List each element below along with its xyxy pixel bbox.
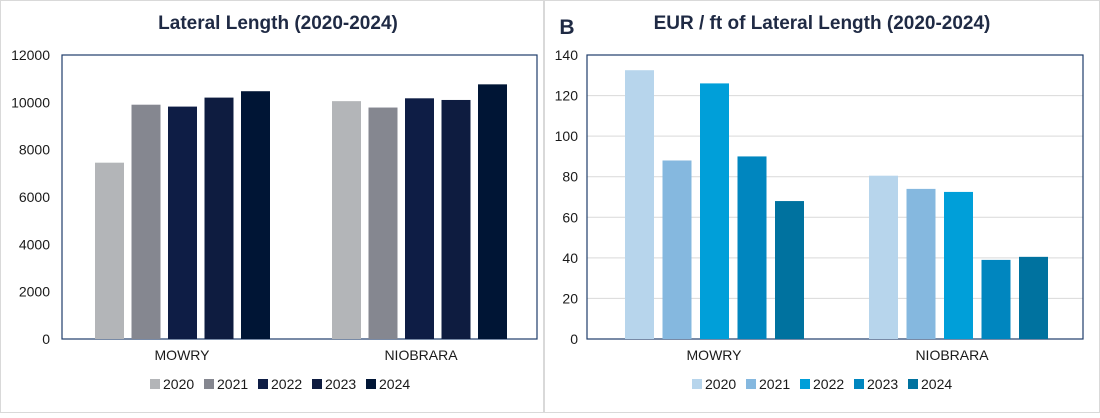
panel-b-legend-label-2024: 2024 bbox=[921, 376, 952, 392]
panel-b-ytick-label-0: 0 bbox=[570, 331, 578, 347]
panel-a-legend-label-2022: 2022 bbox=[271, 376, 302, 392]
panel-b-bar-mowry-2021 bbox=[662, 160, 692, 339]
panel-b-bar-mowry-2024 bbox=[775, 201, 804, 339]
panel-b-bar-mowry-2023 bbox=[737, 156, 767, 339]
panel-b-bar-niobrara-2021 bbox=[906, 188, 936, 339]
panel-a-legend-label-2023: 2023 bbox=[325, 376, 356, 392]
panel-a-bar-niobrara-2020 bbox=[332, 101, 361, 340]
panel-a-bar-niobrara-2023 bbox=[441, 99, 471, 339]
panel-b-ytick-label-1: 20 bbox=[562, 290, 578, 306]
panel-b-category-label-0: MOWRY bbox=[687, 347, 743, 363]
panel-b-bar-niobrara-2024 bbox=[1019, 256, 1048, 339]
panel-b-label: B bbox=[559, 16, 574, 39]
panel-a-ytick-label-2: 4000 bbox=[19, 236, 50, 252]
panel-a-bar-mowry-2021 bbox=[131, 104, 161, 339]
panel-b-legend-label-2021: 2021 bbox=[759, 376, 790, 392]
panel-a-ytick-label-0: 0 bbox=[42, 331, 50, 347]
panel-a-legend-swatch-2020 bbox=[150, 379, 160, 389]
panel-b-legend-label-2020: 2020 bbox=[705, 376, 736, 392]
panel-a-legend-swatch-2024 bbox=[366, 379, 376, 389]
panel-b-legend-label-2023: 2023 bbox=[867, 376, 898, 392]
panel-a-legend-label-2024: 2024 bbox=[379, 376, 410, 392]
panel-a-legend-swatch-2021 bbox=[204, 379, 214, 389]
panel-b-ytick-label-2: 40 bbox=[562, 250, 578, 266]
panel-b-plot-area bbox=[586, 54, 1084, 340]
panel-a-category-label-1: NIOBRARA bbox=[384, 347, 458, 363]
panel-a-legend-label-2021: 2021 bbox=[217, 376, 248, 392]
panel-a-bar-niobrara-2022 bbox=[405, 98, 434, 339]
panel-b-bar-niobrara-2022 bbox=[944, 191, 973, 339]
panel-a-legend-swatch-2023 bbox=[312, 379, 322, 389]
panel-b-legend-swatch-2023 bbox=[854, 379, 864, 389]
panel-b-legend-swatch-2024 bbox=[908, 379, 918, 389]
panel-a-bar-mowry-2024 bbox=[241, 91, 270, 340]
panel-a-ytick-label-4: 8000 bbox=[19, 142, 50, 158]
panel-b-legend-swatch-2022 bbox=[800, 379, 810, 389]
panel-b-bar-mowry-2020 bbox=[625, 70, 654, 339]
panel-b-legend-swatch-2020 bbox=[692, 379, 702, 389]
panel-b-ytick-label-5: 100 bbox=[555, 128, 579, 144]
panel-b-bar-niobrara-2023 bbox=[981, 259, 1011, 339]
panel-a-category-label-0: MOWRY bbox=[155, 347, 211, 363]
panel-a-ytick-label-5: 10000 bbox=[11, 94, 50, 110]
panel-b-category-label-1: NIOBRARA bbox=[915, 347, 989, 363]
panel-b-ytick-label-7: 140 bbox=[555, 47, 579, 63]
panel-a-bar-niobrara-2021 bbox=[368, 107, 398, 339]
panel-b-ytick-label-6: 120 bbox=[555, 88, 579, 104]
panel-b-legend-swatch-2021 bbox=[746, 379, 756, 389]
panel-b-title: EUR / ft of Lateral Length (2020-2024) bbox=[654, 13, 991, 34]
panel-a-ytick-label-6: 12000 bbox=[11, 47, 50, 63]
panel-a-bar-niobrara-2024 bbox=[478, 84, 507, 339]
panel-b-ytick-label-4: 80 bbox=[562, 169, 578, 185]
panel-a-bar-mowry-2020 bbox=[95, 162, 124, 339]
panel-b-bar-niobrara-2020 bbox=[869, 175, 898, 339]
panel-a-plot-area bbox=[61, 54, 538, 340]
panel-a-ytick-label-1: 2000 bbox=[19, 284, 50, 300]
panel-a-title: Lateral Length (2020-2024) bbox=[158, 13, 398, 34]
panel-b-legend-label-2022: 2022 bbox=[813, 376, 844, 392]
panel-a-bar-mowry-2023 bbox=[204, 97, 234, 339]
panel-a-legend-swatch-2022 bbox=[258, 379, 268, 389]
panel-b-ytick-label-3: 60 bbox=[562, 209, 578, 225]
panel-a-bar-mowry-2022 bbox=[168, 106, 197, 340]
panel-a-legend-label-2020: 2020 bbox=[163, 376, 194, 392]
panel-b-bar-mowry-2022 bbox=[700, 83, 729, 340]
panel-a-ytick-label-3: 6000 bbox=[19, 189, 50, 205]
